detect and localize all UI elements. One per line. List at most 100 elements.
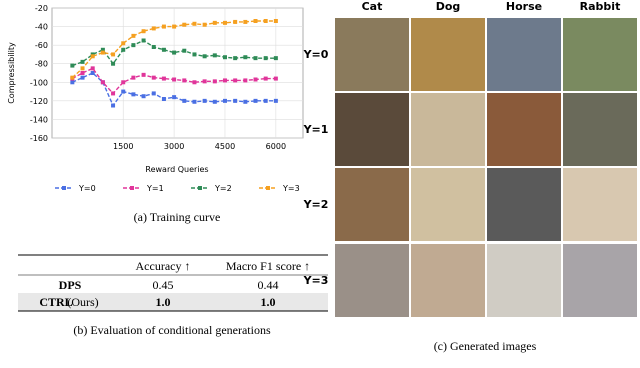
caption: (b) Evaluation of conditional generation…: [73, 323, 271, 337]
row-label: Y=1: [303, 123, 329, 136]
point: [121, 47, 126, 52]
generated-image: [487, 93, 561, 166]
point: [182, 48, 187, 53]
x-tick-label: 3000: [164, 142, 184, 151]
y-tick-label: -40: [35, 23, 48, 32]
point: [70, 80, 75, 85]
column-label: Cat: [362, 0, 383, 13]
row-highlight: [18, 293, 328, 311]
point: [253, 77, 258, 82]
y-tick-label: -120: [30, 97, 48, 106]
point: [273, 76, 278, 81]
point: [131, 75, 136, 80]
point: [263, 98, 268, 103]
point: [90, 71, 95, 75]
point: [70, 63, 75, 68]
y-tick-label: -20: [35, 4, 48, 13]
cell: 0.45: [153, 278, 174, 292]
caption: (a) Training curve: [134, 210, 221, 224]
point: [161, 47, 166, 52]
plot-frame: [51, 7, 304, 139]
y-tick-label: -100: [30, 78, 48, 87]
column-label: Horse: [506, 0, 542, 13]
y-tick-label: -80: [35, 60, 48, 69]
generated-image: [411, 168, 485, 241]
point: [222, 20, 227, 25]
cell: CTRL: [39, 295, 72, 309]
row-label: Y=0: [303, 48, 329, 61]
point: [243, 55, 248, 60]
point: [243, 19, 248, 24]
point: [253, 98, 258, 103]
point: [253, 19, 258, 23]
generated-image: [411, 244, 485, 317]
point: [111, 61, 116, 66]
point: [202, 54, 207, 59]
point: [222, 78, 227, 83]
header-cell: Accuracy ↑: [136, 259, 191, 273]
point: [80, 59, 85, 64]
generated-image: [411, 18, 485, 91]
point: [263, 56, 268, 61]
y-tick-label: -160: [30, 134, 48, 143]
point: [212, 99, 217, 104]
row-label: Y=2: [303, 198, 329, 211]
generated-image: [487, 18, 561, 91]
point: [182, 78, 187, 83]
point: [222, 98, 227, 103]
legend-marker: [198, 186, 202, 190]
column-label: Dog: [436, 0, 461, 13]
legend-label: Y=0: [78, 184, 96, 193]
point: [100, 47, 105, 52]
point: [263, 76, 268, 81]
generated-image: [563, 244, 637, 317]
generated-image: [563, 18, 637, 91]
point: [151, 26, 156, 31]
point: [233, 56, 238, 61]
legend-label: Y=3: [282, 184, 300, 193]
point: [202, 98, 207, 103]
point: [273, 19, 278, 23]
header-cell: Macro F1 score ↑: [226, 259, 310, 273]
y-tick-label: -60: [35, 41, 48, 50]
point: [233, 19, 238, 24]
point: [222, 55, 227, 60]
point: [121, 80, 126, 85]
legend-label: Y=2: [214, 184, 232, 193]
point: [141, 72, 146, 77]
point: [212, 79, 217, 84]
point: [161, 97, 166, 101]
generated-image: [487, 244, 561, 317]
cell: DPS: [59, 278, 82, 292]
point: [192, 99, 197, 104]
point: [100, 50, 105, 55]
point: [212, 53, 217, 58]
generated-image: [335, 168, 409, 241]
point: [141, 29, 146, 34]
point: [192, 52, 197, 57]
generated-image: [335, 244, 409, 317]
cell: 1.0: [156, 295, 171, 309]
point: [161, 24, 166, 29]
point: [80, 75, 85, 80]
point: [172, 77, 177, 82]
point: [172, 95, 177, 100]
point: [151, 45, 156, 49]
column-label: Rabbit: [580, 0, 621, 13]
cell: 0.44: [258, 278, 279, 292]
point: [121, 89, 126, 94]
point: [243, 78, 248, 83]
legend-marker: [130, 186, 134, 190]
point: [182, 22, 187, 27]
point: [192, 80, 197, 85]
point: [80, 66, 85, 71]
point: [70, 75, 75, 80]
legend-marker: [62, 186, 66, 190]
point: [212, 20, 217, 25]
point: [111, 52, 116, 57]
point: [141, 38, 146, 43]
x-tick-label: 6000: [266, 142, 286, 151]
point: [263, 19, 268, 23]
cell-note: (Ours): [67, 295, 98, 309]
